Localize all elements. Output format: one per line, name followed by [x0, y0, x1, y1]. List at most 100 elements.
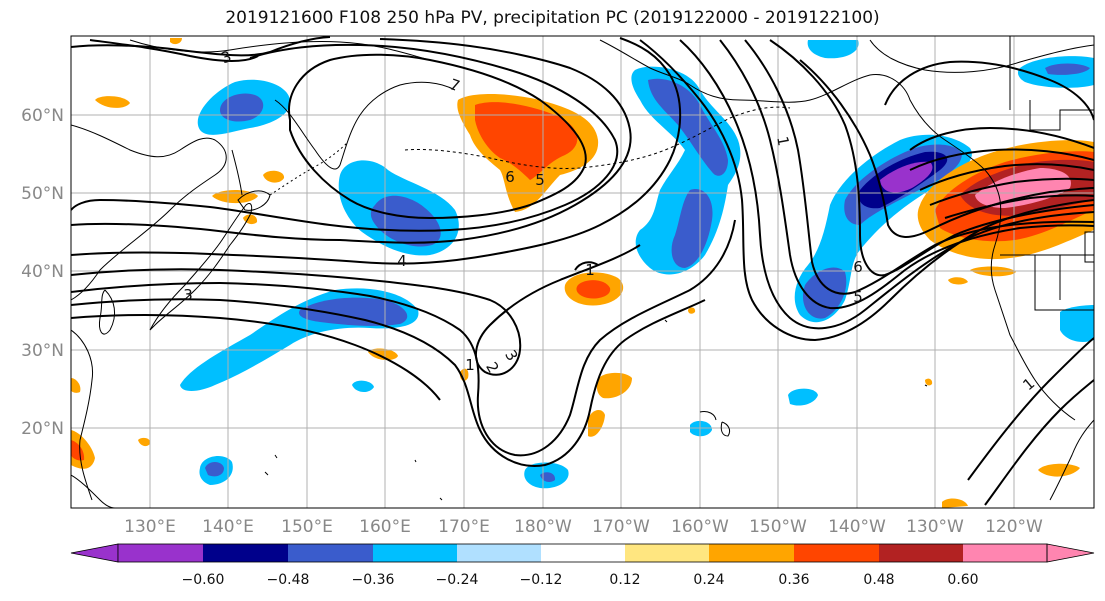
pv-contour [719, 39, 1094, 310]
colorbar-segment [541, 544, 625, 562]
colorbar-tick-label: 0.24 [693, 572, 724, 588]
contour-label: 5 [535, 171, 545, 189]
precip-anomaly-patch [71, 440, 85, 461]
precip-anomaly-patch [925, 378, 933, 386]
map-frame [70, 35, 1095, 509]
coastline-kurils [269, 141, 349, 196]
coastline-bc-coast [990, 199, 1076, 421]
longitude-labels: 130°E 140°E 150°E 160°E 170°E 180°W 170°… [124, 517, 1043, 537]
pv-contour [89, 39, 259, 62]
precip-anomaly-patch [1060, 305, 1094, 342]
map-content: 3 7 6 5 4 3 1 2 3 1 6 5 1 1 [71, 36, 1094, 508]
map-title: 2019121600 F108 250 hPa PV, precipitatio… [225, 8, 880, 28]
pv-contour [639, 39, 1094, 342]
lat-label: 60°N [21, 106, 64, 126]
contour-label: 6 [505, 168, 515, 186]
colorbar-tick-label: 0.12 [609, 572, 640, 588]
lat-label: 20°N [21, 419, 64, 439]
pv-contour [71, 298, 706, 467]
coastline-asia [71, 124, 227, 301]
precip-anomaly-patch [205, 462, 224, 477]
lon-label: 160°W [671, 517, 729, 537]
lon-label: 130°W [906, 517, 964, 537]
lon-label: 140°E [202, 517, 254, 537]
coastlines [71, 36, 1094, 508]
precip-anomaly-patch [475, 102, 578, 180]
colorbar-tick-label: 0.36 [778, 572, 809, 588]
pv-contour [71, 314, 441, 401]
contour-label: 3 [183, 286, 193, 304]
colorbar-tick-label: −0.12 [520, 572, 563, 588]
colorbar-tick-label: 0.60 [947, 572, 978, 588]
pv-contour [929, 177, 1094, 206]
lon-label: 170°E [438, 517, 490, 537]
precip-anomaly-patch [671, 189, 713, 268]
contour-label: 1 [465, 356, 475, 374]
coastline-kamchatka [274, 81, 456, 170]
pv-contour [71, 38, 632, 244]
pv-contour [288, 53, 587, 220]
precip-anomaly-patch [138, 437, 151, 447]
precip-anomaly-patch [596, 372, 632, 399]
colorbar-segment [118, 544, 203, 562]
coastline-mexico-islands [1049, 419, 1094, 501]
pv-contour [909, 126, 1094, 151]
coastline-alaska-north [869, 39, 1094, 73]
colorbar-segment [963, 544, 1047, 562]
pv-contour [944, 194, 1094, 219]
pv-contour [71, 36, 331, 57]
lon-label: 140°W [828, 517, 886, 537]
precip-anomaly-patch [648, 78, 728, 176]
contour-label: 5 [853, 288, 863, 306]
precip-anomaly-patch [170, 38, 182, 45]
precip-anomaly-patch [95, 96, 130, 108]
lon-label: 120°W [985, 517, 1043, 537]
precip-anomaly-patch [71, 378, 81, 393]
pv-contours [71, 36, 1094, 506]
precip-anomaly-patch [690, 420, 712, 437]
pv-contour [769, 39, 1094, 277]
precip-anomaly-patch [299, 297, 408, 326]
precip-anomaly-patch [1045, 63, 1090, 75]
colorbar-segment [709, 544, 794, 562]
precip-anomaly-patch [788, 388, 818, 406]
colorbar-tick-label: −0.48 [267, 572, 310, 588]
coastline-china-east [71, 329, 94, 501]
coastline-sea-dots [264, 319, 928, 501]
pv-contour [967, 337, 1094, 481]
precip-anomaly-patch [688, 307, 696, 314]
precip-anomaly-patch [975, 168, 1071, 208]
precip-anomaly-patch [576, 280, 611, 299]
contour-label: 1 [585, 261, 595, 279]
colorbar-arrow-right [1046, 543, 1095, 563]
colorbar-segment [373, 544, 457, 562]
lon-label: 150°W [749, 517, 807, 537]
colorbar-tick-label: −0.36 [352, 572, 395, 588]
lon-label: 170°W [592, 517, 650, 537]
pv-contour [799, 59, 1094, 238]
latitude-labels: 60°N 50°N 40°N 30°N 20°N [21, 106, 64, 439]
pv-contour [984, 379, 1094, 506]
colorbar-arrow-left [70, 543, 119, 563]
coastline-hokkaido [237, 190, 271, 211]
pv-contour [744, 39, 1094, 295]
colorbar-border [117, 543, 1048, 563]
border-canada [1009, 36, 1094, 131]
border-us-states [1034, 231, 1094, 311]
colorbar-segment [288, 544, 373, 562]
coastline-hawaii [699, 411, 731, 437]
colorbar-segment [879, 544, 963, 562]
precip-anomaly-patch [370, 195, 441, 247]
contour-label: 6 [853, 258, 863, 276]
colorbar-tick-label: 0.48 [863, 572, 894, 588]
colorbar-segment [457, 544, 541, 562]
contour-label: 1 [773, 135, 792, 148]
contour-label: 4 [397, 252, 407, 270]
colorbar-tick-label: −0.24 [436, 572, 479, 588]
precip-anomaly-patch [802, 267, 847, 319]
precip-anomaly-patch [368, 348, 398, 361]
precip-anomaly-patch [807, 40, 859, 59]
pv-contour [71, 219, 736, 457]
pv-contour [909, 148, 1094, 171]
pv-contour [71, 37, 682, 265]
